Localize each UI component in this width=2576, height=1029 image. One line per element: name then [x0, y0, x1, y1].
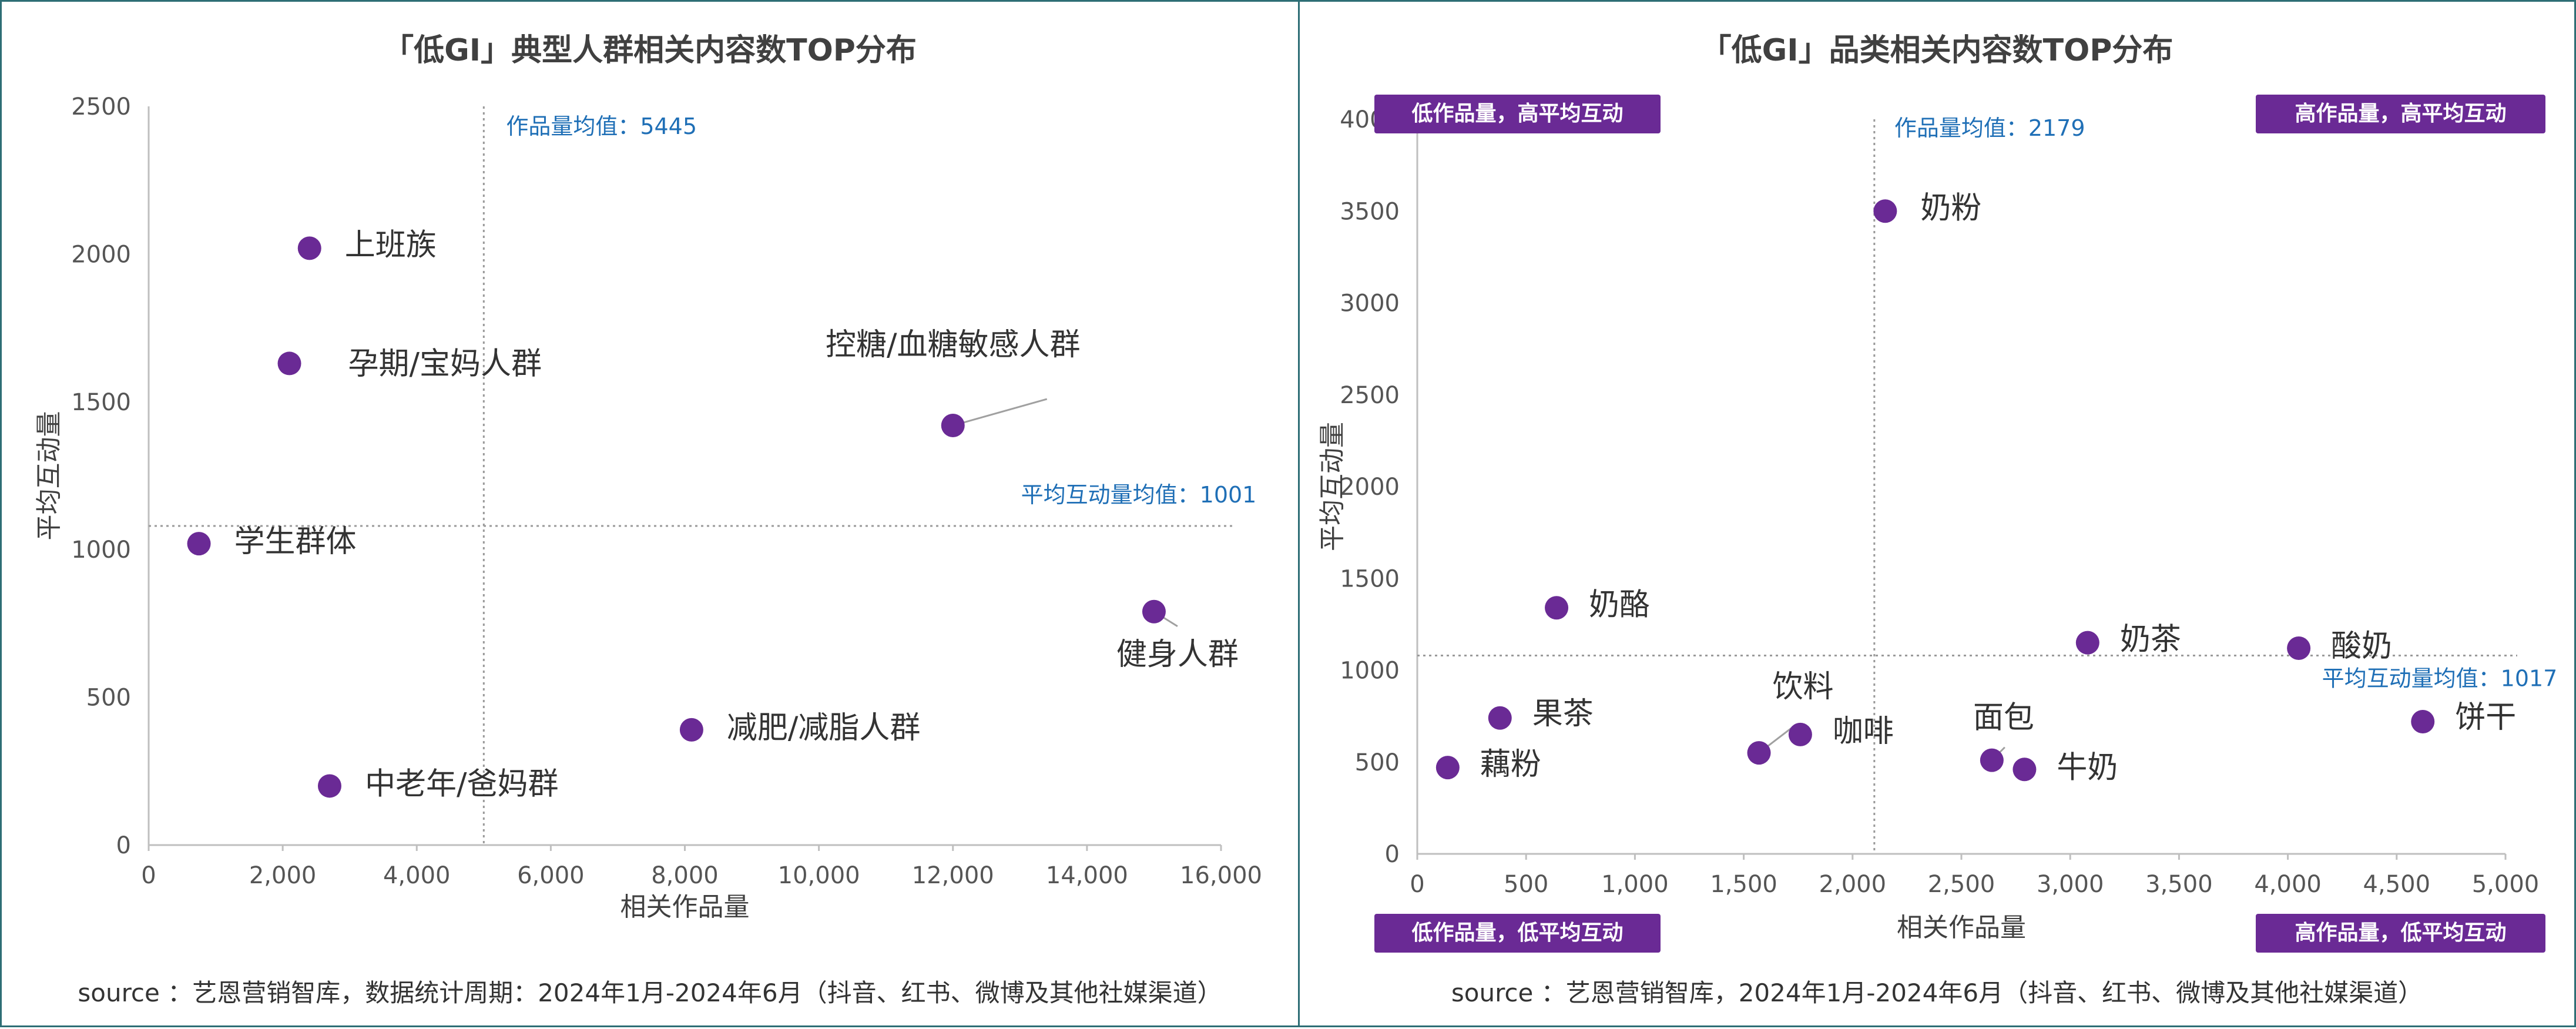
- scatter-point: [1142, 599, 1166, 624]
- quadrant-badge-bottom-left: 低作品量，低平均互动: [1374, 914, 1661, 953]
- quadrant-badge-bottom-right: 高作品量，低平均互动: [2256, 914, 2545, 953]
- x-tick-label: 3,000: [2037, 871, 2104, 898]
- mean-x-label: 作品量均值：5445: [506, 113, 697, 139]
- point-label: 中老年/爸妈群: [365, 766, 559, 802]
- point-label: 藕粉: [1480, 747, 1541, 782]
- x-tick-label: 0: [141, 862, 156, 889]
- y-tick-label: 2500: [1340, 382, 1400, 409]
- scatter-point: [277, 351, 301, 376]
- x-tick-label: 2,000: [1819, 871, 1887, 898]
- y-tick-label: 1500: [1340, 565, 1400, 592]
- y-axis-label: 平均互动量: [1317, 422, 1347, 551]
- y-tick-label: 0: [116, 832, 131, 859]
- point-label: 饮料: [1773, 669, 1834, 705]
- x-tick-label: 2,500: [1928, 871, 1995, 898]
- point-label: 咖啡: [1833, 714, 1894, 749]
- left-chart-plot: 0 500 1000 1500 2000 2500 0 2,000 4,000 6,000 8,00…: [34, 93, 1262, 922]
- point-label: 减肥/减脂人群: [727, 710, 921, 746]
- y-tick-label: 1500: [71, 389, 131, 416]
- x-tick-label: 4,000: [383, 862, 451, 889]
- scatter-point: [1980, 748, 2004, 772]
- y-tick-label: 3500: [1340, 198, 1400, 225]
- quadrant-badge-top-right: 高作品量，高平均互动: [2256, 95, 2545, 133]
- scatter-point: [297, 236, 321, 260]
- scatter-point: [1545, 596, 1569, 620]
- x-tick-label: 12,000: [912, 862, 994, 889]
- point-label: 面包: [1973, 700, 2034, 736]
- x-tick-label: 1,500: [1710, 871, 1777, 898]
- point-label: 饼干: [2455, 700, 2516, 735]
- point-label: 健身人群: [1116, 637, 1239, 672]
- scatter-point: [1747, 741, 1771, 765]
- scatter-point: [2287, 636, 2311, 660]
- x-tick-label: 5,000: [2472, 871, 2540, 898]
- mean-x-label: 作品量均值：2179: [1894, 115, 2085, 141]
- scatter-point: [2075, 631, 2099, 655]
- x-tick-label: 14,000: [1046, 862, 1128, 889]
- point-label: 奶酪: [1589, 587, 1650, 622]
- scatter-point: [1873, 199, 1897, 223]
- point-label: 上班族: [345, 227, 437, 263]
- point-label: 学生群体: [234, 524, 357, 559]
- x-tick-label: 4,000: [2254, 871, 2322, 898]
- right-chart-title: 「低GI」品类相关内容数TOP分布: [1700, 33, 2174, 68]
- y-tick-label: 500: [1355, 749, 1400, 776]
- scatter-point: [679, 718, 703, 742]
- y-tick-label: 1000: [71, 537, 131, 564]
- y-tick-label: 3000: [1340, 290, 1400, 317]
- y-tick-label: 2000: [71, 241, 131, 268]
- x-tick-label: 6,000: [517, 862, 585, 889]
- x-tick-label: 16,000: [1180, 862, 1262, 889]
- scatter-point: [317, 774, 341, 798]
- x-tick-label: 8,000: [651, 862, 719, 889]
- y-tick-label: 2500: [71, 93, 131, 120]
- scatter-point: [2012, 757, 2037, 782]
- left-source-note: source ：艺恩营销智库，数据统计周期：2024年1月-2024年6月（抖音…: [78, 978, 1222, 1007]
- right-chart-panel: 「低GI」品类相关内容数TOP分布 0 500 1000 1500 2000 2500 30…: [1298, 0, 2576, 1027]
- x-tick-label: 10,000: [778, 862, 860, 889]
- scatter-point: [187, 532, 211, 556]
- x-tick-label: 500: [1504, 871, 1548, 898]
- left-chart-panel: 「低GI」典型人群相关内容数TOP分布 0 500 1000 1500 2000 2500…: [0, 0, 1300, 1027]
- scatter-point: [1435, 756, 1460, 780]
- quadrant-badge-top-left: 低作品量，高平均互动: [1374, 95, 1661, 133]
- scatter-point: [2411, 710, 2435, 733]
- scatter-point: [1788, 722, 1812, 746]
- scatter-point: [1488, 706, 1512, 730]
- mean-y-label: 平均互动量均值：1017: [2322, 666, 2558, 692]
- point-label: 孕期/宝妈人群: [348, 346, 542, 381]
- right-source-note: source ：艺恩营销智库，2024年1月-2024年6月（抖音、红书、微博及…: [1451, 978, 2423, 1007]
- x-axis-label: 相关作品量: [620, 892, 750, 922]
- x-tick-label: 0: [1410, 871, 1424, 898]
- scatter-point: [941, 414, 965, 438]
- y-tick-label: 500: [86, 685, 131, 712]
- x-tick-label: 2,000: [249, 862, 317, 889]
- mean-y-label: 平均互动量均值：1001: [1021, 482, 1257, 508]
- point-label: 果茶: [1532, 696, 1594, 732]
- y-tick-label: 0: [1385, 841, 1400, 868]
- point-label: 奶粉: [1920, 190, 1981, 226]
- x-tick-label: 1,000: [1601, 871, 1669, 898]
- point-label: 奶茶: [2120, 622, 2181, 658]
- x-tick-label: 4,500: [2363, 871, 2431, 898]
- y-axis-label: 平均互动量: [34, 411, 64, 541]
- left-chart-title: 「低GI」典型人群相关内容数TOP分布: [383, 33, 917, 68]
- x-tick-label: 3,500: [2145, 871, 2213, 898]
- point-label: 控糖/血糖敏感人群: [826, 327, 1081, 363]
- x-axis-label: 相关作品量: [1897, 913, 2026, 943]
- point-label: 酸奶: [2331, 629, 2392, 664]
- y-tick-label: 2000: [1340, 474, 1400, 501]
- leader-line: [952, 398, 1048, 427]
- y-tick-label: 1000: [1340, 658, 1400, 685]
- point-label: 牛奶: [2057, 750, 2118, 785]
